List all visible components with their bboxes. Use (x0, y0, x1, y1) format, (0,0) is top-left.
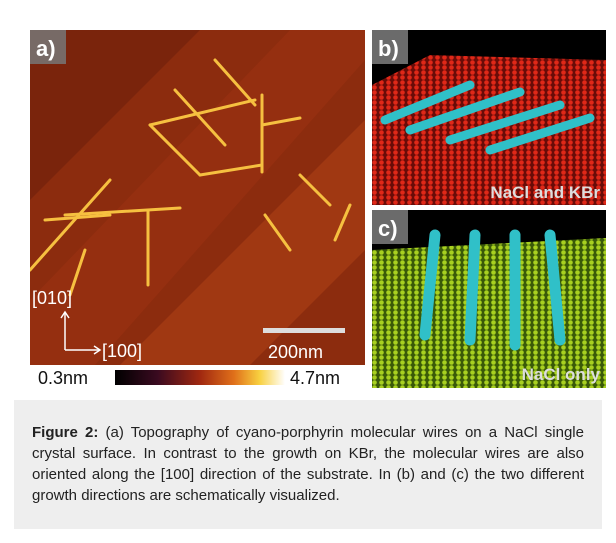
page: a) [010] [100] 200nm 0.3nm 4.7nm b) NaCl… (0, 0, 616, 543)
panel-caption: NaCl only (522, 365, 601, 384)
scale-bar (263, 328, 345, 333)
model-b (372, 30, 606, 205)
caption-label: Figure 2: (32, 424, 98, 441)
colorbar (115, 370, 285, 385)
panel-caption: NaCl and KBr (490, 183, 600, 202)
axis-label: [100] (102, 341, 142, 361)
caption-text: (a) Topography of cyano-porphyrin molecu… (32, 424, 584, 504)
panel-label: c) (378, 216, 398, 241)
model-c (372, 210, 606, 388)
stm-image (30, 30, 365, 365)
figure: a) [010] [100] 200nm 0.3nm 4.7nm b) NaCl… (0, 0, 616, 400)
colorbar-max: 4.7nm (290, 368, 340, 388)
panel-label: a) (36, 36, 56, 61)
panel-label: b) (378, 36, 399, 61)
scale-label: 200nm (268, 342, 323, 362)
axis-label: [010] (32, 288, 72, 308)
colorbar-min: 0.3nm (38, 368, 88, 388)
caption: Figure 2: (a) Topography of cyano-porphy… (14, 400, 602, 529)
